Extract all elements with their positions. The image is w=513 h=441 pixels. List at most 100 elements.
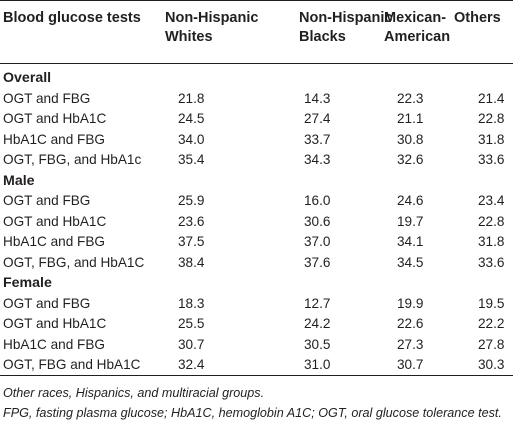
table-row: OGT, FBG, and HbA1c 35.4 34.3 32.6 33.6 [0, 150, 513, 171]
cell-value: 16.0 [304, 193, 331, 208]
header-non-hispanic-whites: Non-Hispanic Whites [165, 9, 258, 47]
cell-value: 34.5 [397, 254, 424, 270]
cell-value: 19.9 [397, 295, 424, 311]
cell-value: 31.8 [478, 131, 505, 147]
table-row: HbA1C and FBG 34.0 33.7 30.8 31.8 [0, 130, 513, 151]
cell-value: 24.5 [178, 111, 205, 126]
table-row: HbA1C and FBG 37.5 37.0 34.1 31.8 [0, 232, 513, 253]
row-label: OGT and HbA1C [3, 316, 107, 331]
cell-value: 18.3 [178, 295, 205, 311]
cell-value: 21.1 [397, 111, 424, 126]
cell-value: 30.8 [397, 131, 424, 147]
row-label: OGT, FBG, and HbA1c [3, 152, 142, 167]
group-label: Female [3, 275, 52, 291]
data-table: Overall OGT and FBG 21.8 14.3 22.3 21.4 OGT an… [0, 64, 513, 376]
cell-value: 30.6 [304, 213, 331, 229]
cell-value: 34.3 [304, 152, 331, 167]
header-mexican-american: Mexican- American [384, 9, 450, 47]
header-line: Others [454, 10, 501, 26]
group-row-male: Male [0, 171, 513, 192]
row-label: OGT and FBG [3, 90, 91, 106]
header-line: Whites [165, 29, 213, 45]
cell-value: 31.8 [478, 234, 505, 249]
cell-value: 27.8 [478, 336, 505, 352]
group-label: Male [3, 172, 35, 189]
table-row: OGT and HbA1C 23.6 30.6 19.7 22.8 [0, 212, 513, 233]
cell-value: 23.4 [478, 193, 505, 208]
cell-value: 25.9 [178, 193, 205, 208]
group-label: Overall [3, 70, 52, 86]
cell-value: 24.6 [397, 193, 424, 208]
header-line: Mexican- [384, 10, 447, 26]
cell-value: 22.8 [478, 213, 505, 229]
cell-value: 37.5 [178, 234, 205, 249]
cell-value: 33.6 [478, 254, 505, 270]
row-label: HbA1C and FBG [3, 131, 105, 147]
cell-value: 31.0 [304, 357, 331, 372]
cell-value: 19.5 [478, 295, 505, 311]
bottom-rule [0, 375, 513, 376]
table-footnotes: Other races, Hispanics, and multiracial … [3, 383, 511, 423]
cell-value: 24.2 [304, 316, 331, 331]
table-row: OGT and HbA1C 24.5 27.4 21.1 22.8 [0, 109, 513, 130]
cell-value: 30.3 [478, 357, 505, 372]
cell-value: 27.3 [397, 336, 424, 352]
group-row-female: Female [0, 273, 513, 294]
cell-value: 34.1 [397, 234, 424, 249]
cell-value: 12.7 [304, 295, 331, 311]
header-line: American [384, 29, 451, 45]
cell-value: 35.4 [178, 152, 205, 167]
table-body: Overall OGT and FBG 21.8 14.3 22.3 21.4 OGT an… [0, 64, 513, 376]
cell-value: 21.8 [178, 90, 205, 106]
cell-value: 19.7 [397, 213, 424, 229]
header-rule [0, 63, 513, 64]
table-header: Blood glucose tests Non-Hispanic Whites … [0, 9, 513, 59]
header-others: Others [454, 9, 501, 28]
header-line: Non-Hispanic [165, 10, 259, 26]
table-row: HbA1C and FBG 30.7 30.5 27.3 27.8 [0, 335, 513, 356]
row-label: OGT and HbA1C [3, 111, 107, 126]
top-rule [0, 0, 513, 1]
cell-value: 37.6 [304, 254, 331, 270]
cell-value: 25.5 [178, 316, 205, 331]
cell-value: 30.7 [178, 336, 205, 352]
header-line: Blood glucose tests [3, 10, 141, 26]
cell-value: 37.0 [304, 234, 331, 249]
cell-value: 27.4 [304, 111, 331, 126]
header-blood-glucose-tests: Blood glucose tests [3, 9, 141, 28]
row-label: OGT and FBG [3, 295, 91, 311]
table-row: OGT and FBG 18.3 12.7 19.9 19.5 [0, 294, 513, 315]
table-row: OGT and FBG 25.9 16.0 24.6 23.4 [0, 191, 513, 212]
cell-value: 33.6 [478, 152, 505, 167]
footnote-abbreviations: FPG, fasting plasma glucose; HbA1C, hemo… [3, 406, 502, 420]
table-row: OGT and FBG 21.8 14.3 22.3 21.4 [0, 89, 513, 110]
row-label: OGT and FBG [3, 193, 91, 208]
footnote-other-races: Other races, Hispanics, and multiracial … [3, 386, 265, 400]
row-label: OGT and HbA1C [3, 213, 107, 229]
header-line: Non-Hispanic [299, 10, 393, 26]
cell-value: 22.3 [397, 90, 424, 106]
cell-value: 33.7 [304, 131, 331, 147]
row-label: HbA1C and FBG [3, 336, 105, 352]
cell-value: 34.0 [178, 131, 205, 147]
table-row: OGT and HbA1C 25.5 24.2 22.6 22.2 [0, 314, 513, 335]
cell-value: 23.6 [178, 213, 205, 229]
header-non-hispanic-blacks: Non-Hispanic Blacks [299, 9, 392, 47]
row-label: OGT, FBG and HbA1C [3, 357, 141, 372]
cell-value: 22.2 [478, 316, 505, 331]
row-label: OGT, FBG, and HbA1C [3, 254, 145, 270]
cell-value: 30.5 [304, 336, 331, 352]
cell-value: 22.6 [397, 316, 424, 331]
cell-value: 38.4 [178, 254, 205, 270]
cell-value: 32.6 [397, 152, 424, 167]
cell-value: 22.8 [478, 111, 505, 126]
group-row-overall: Overall [0, 64, 513, 89]
table-row: OGT, FBG and HbA1C 32.4 31.0 30.7 30.3 [0, 355, 513, 376]
cell-value: 14.3 [304, 90, 331, 106]
row-label: HbA1C and FBG [3, 234, 105, 249]
cell-value: 30.7 [397, 357, 424, 372]
cell-value: 32.4 [178, 357, 205, 372]
cell-value: 21.4 [478, 90, 505, 106]
header-line: Blacks [299, 29, 346, 45]
